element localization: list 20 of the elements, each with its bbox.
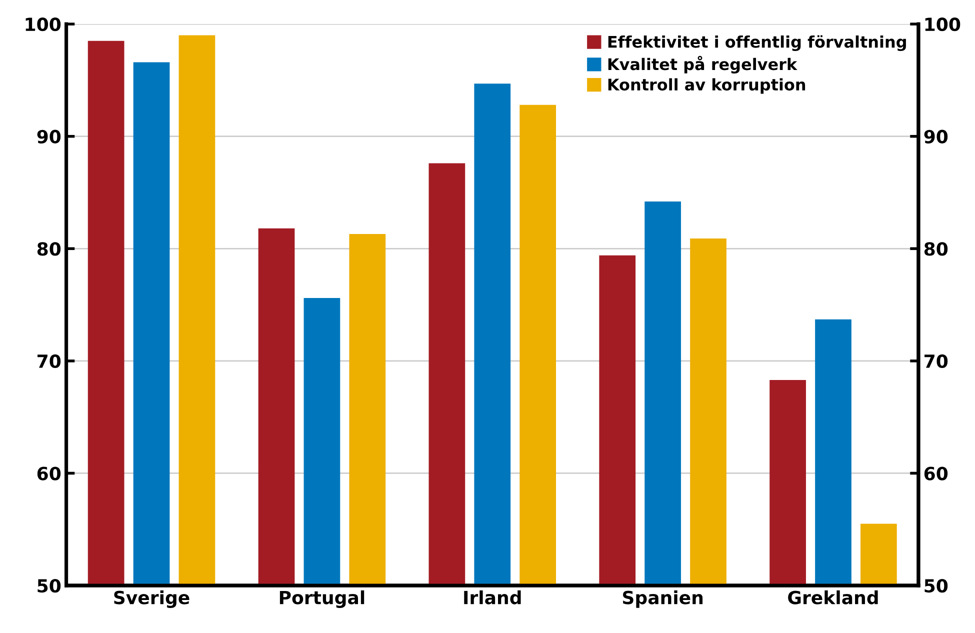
y2-tick-label: 70 — [924, 354, 948, 368]
legend-label: Effektivitet i offentlig förvaltning — [608, 35, 906, 52]
x-tick-label: Irland — [464, 590, 521, 604]
y2-tick-label: 90 — [924, 130, 948, 144]
x-tick-label: Portugal — [280, 590, 364, 608]
y2-tick-label: 80 — [924, 242, 948, 256]
x-tick-label: Sverige — [114, 590, 190, 608]
x-tick-label: Grekland — [788, 590, 878, 604]
y-tick-label: 70 — [38, 354, 61, 368]
y-tick-label: 60 — [37, 466, 61, 480]
y-tick-label: 50 — [38, 578, 61, 593]
legend-label: Kontroll av korruption — [608, 78, 806, 94]
y-tick-label: 90 — [37, 130, 61, 144]
y-tick-label: 80 — [37, 242, 61, 256]
y2-tick-label: 100 — [925, 18, 960, 32]
y2-tick-label: 60 — [924, 466, 948, 480]
y2-tick-label: 50 — [924, 578, 948, 593]
y-tick-label: 100 — [26, 18, 61, 32]
legend-label: Kvalitet på regelverk — [608, 56, 798, 74]
x-tick-label: Spanien — [622, 590, 703, 608]
